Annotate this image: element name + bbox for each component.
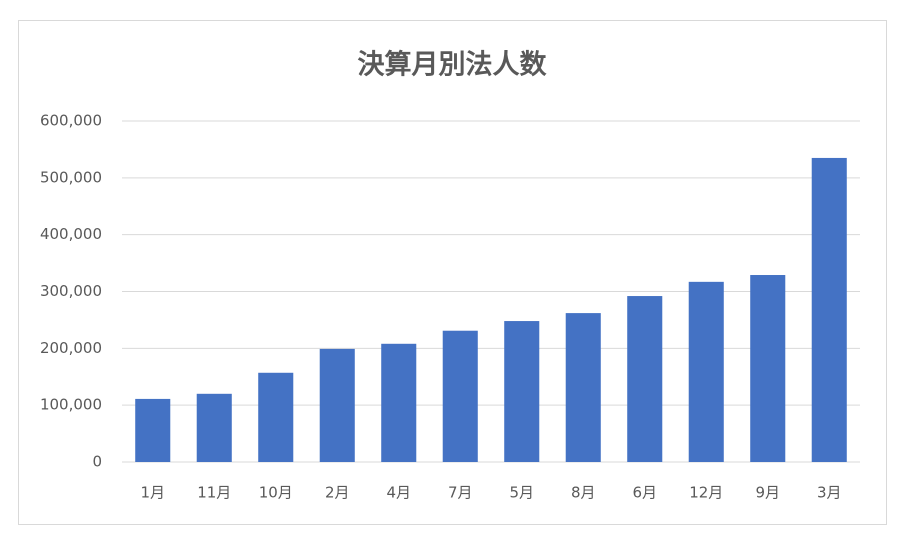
y-tick-label: 100,000 [40,396,102,414]
x-tick-label: 6月 [632,484,657,502]
y-tick-label: 0 [92,453,102,471]
bar [319,348,355,462]
x-tick-label: 1月 [140,484,165,502]
x-tick-label: 10月 [259,484,293,502]
bar [442,330,478,462]
bar [381,343,417,462]
x-tick-label: 7月 [448,484,473,502]
y-tick-label: 500,000 [40,168,102,186]
bar [750,275,786,462]
y-tick-label: 400,000 [40,225,102,243]
bar [565,313,601,462]
bar [135,398,171,462]
bar [627,296,663,462]
bar [504,321,540,462]
x-tick-label: 3月 [817,484,842,502]
x-tick-label: 5月 [509,484,534,502]
y-tick-label: 600,000 [40,112,102,130]
x-tick-label: 8月 [571,484,596,502]
y-tick-label: 300,000 [40,282,102,300]
x-tick-label: 9月 [755,484,780,502]
chart-title: 決算月別法人数 [358,49,548,81]
bar [196,393,232,462]
x-tick-label: 12月 [689,484,723,502]
bar [258,372,294,462]
x-tick-label: 11月 [197,484,231,502]
y-tick-label: 200,000 [40,339,102,357]
bar [811,157,847,463]
x-tick-label: 4月 [386,484,411,502]
x-tick-label: 2月 [325,484,350,502]
bar [688,281,724,462]
